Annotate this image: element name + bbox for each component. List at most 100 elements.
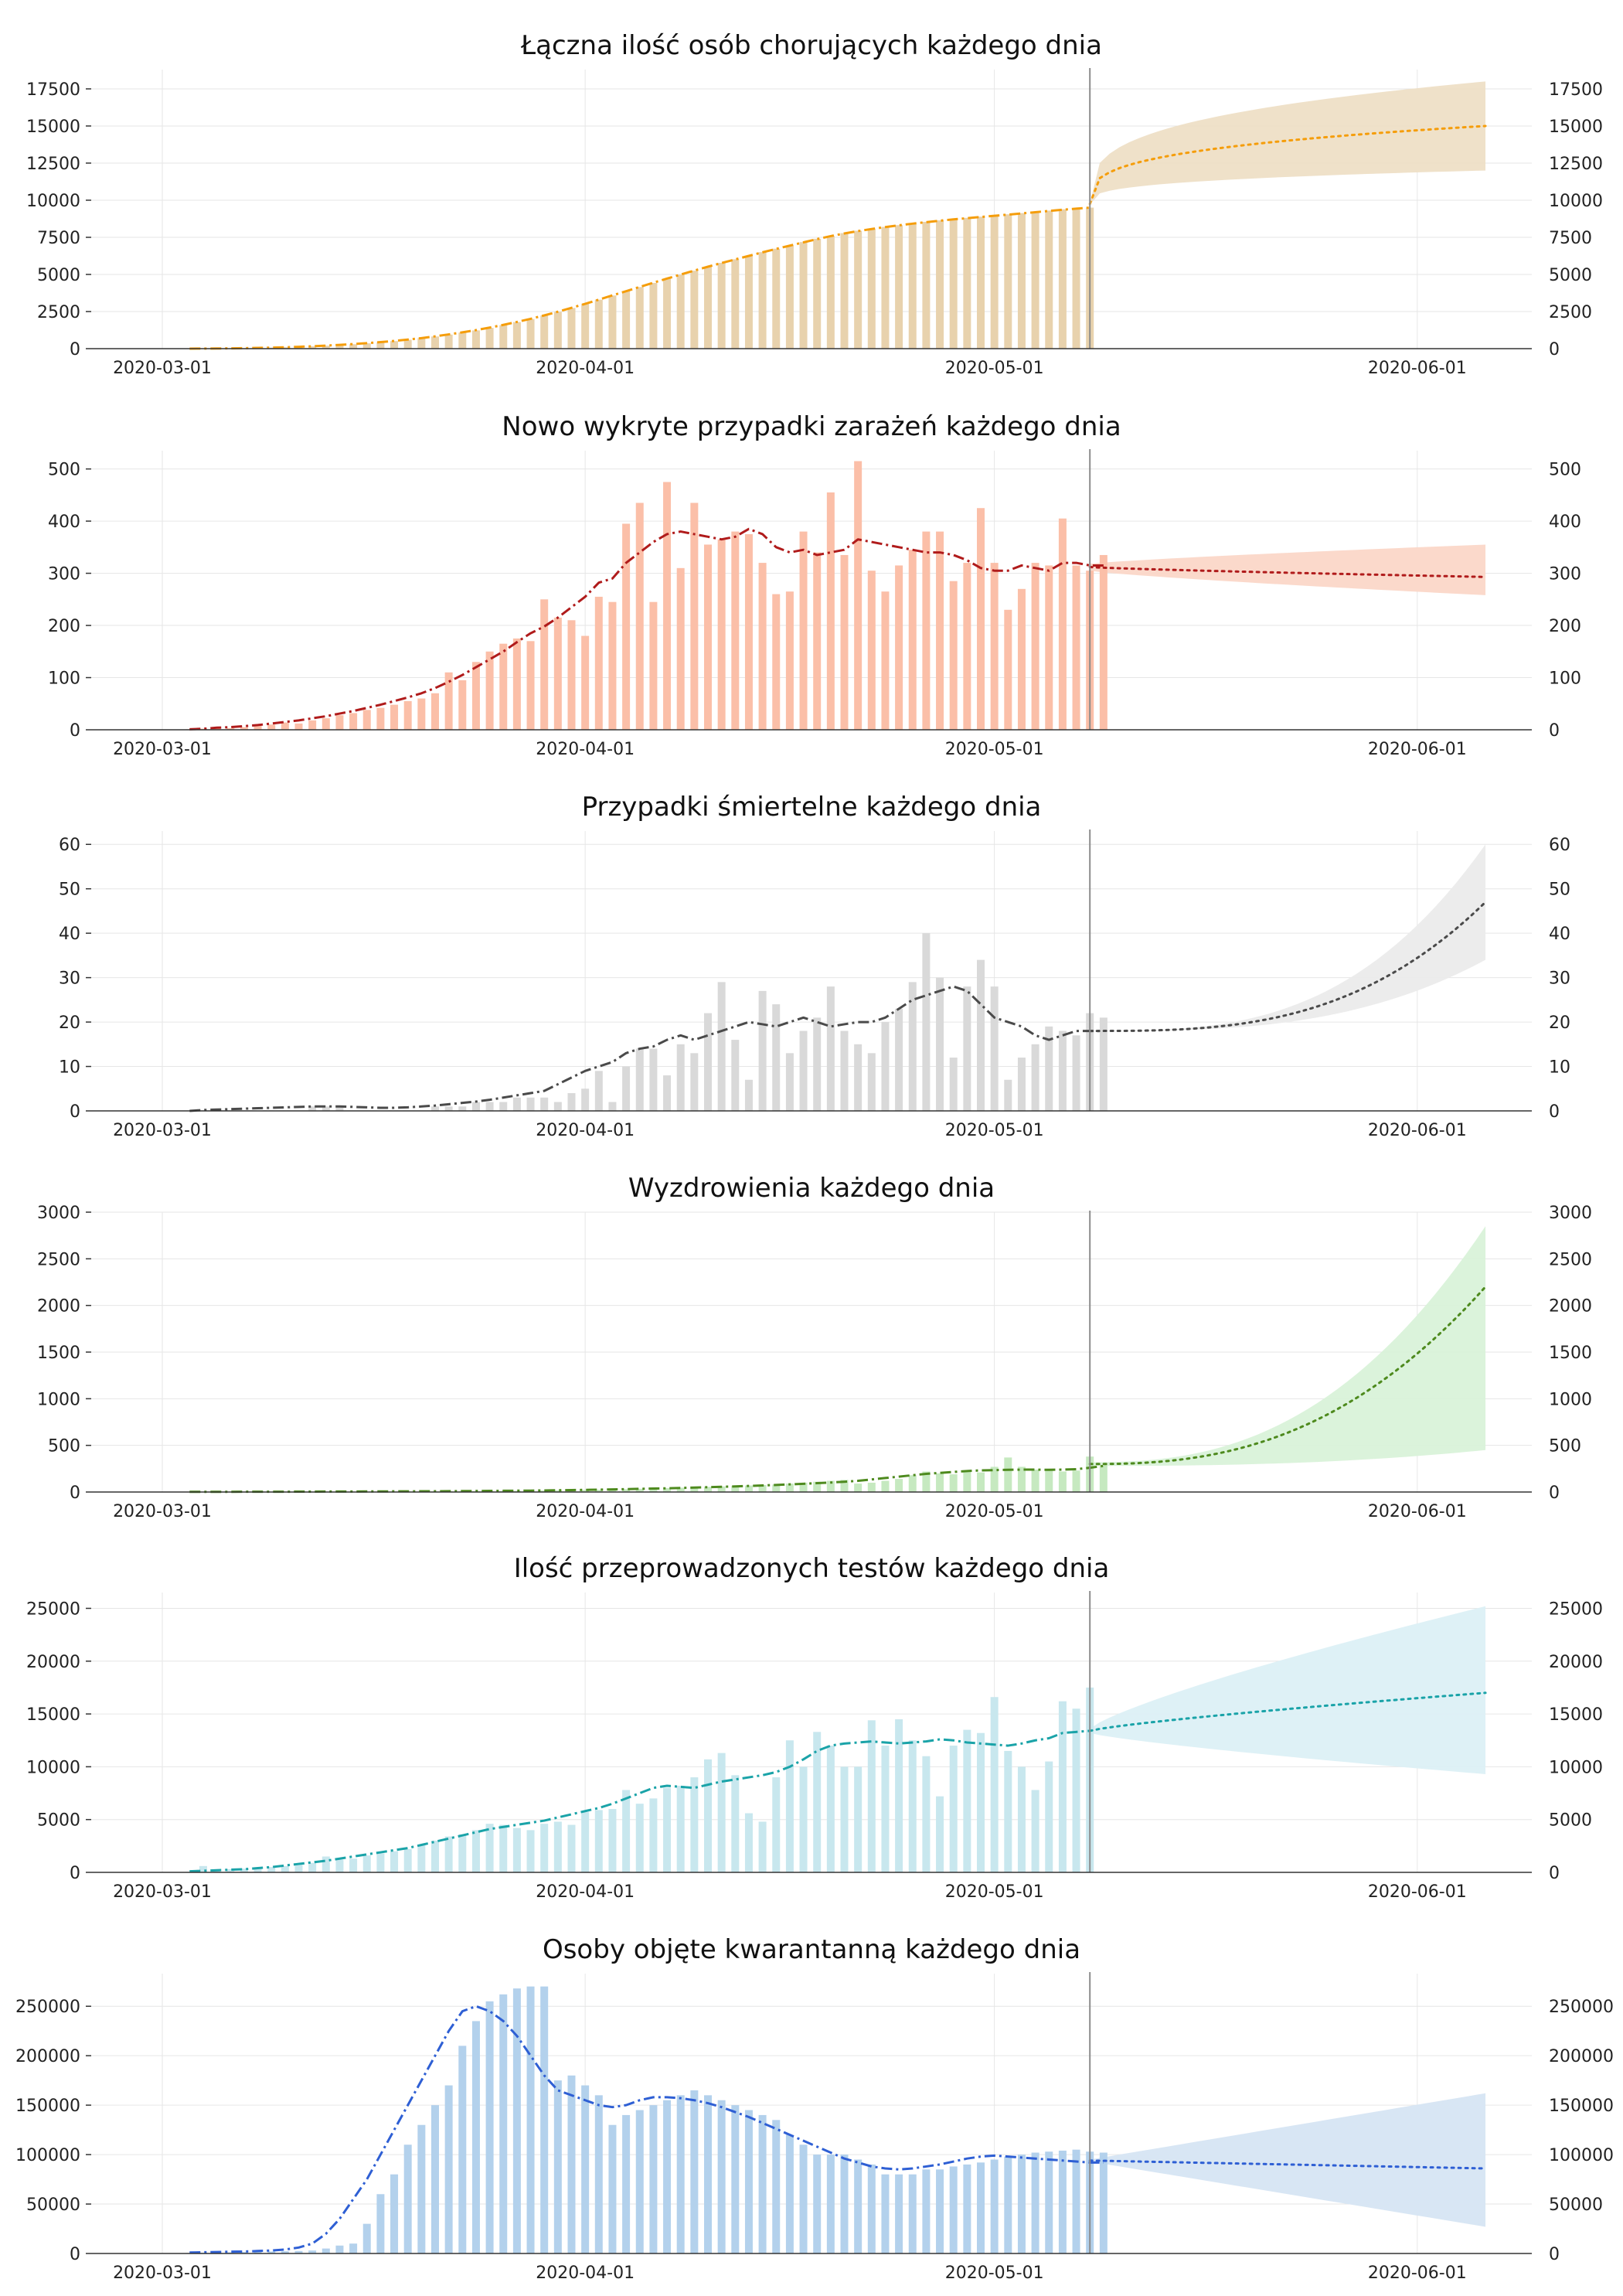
- bar: [731, 1775, 740, 1872]
- bar: [895, 225, 903, 349]
- bar: [744, 533, 753, 730]
- x-tick-label: 2020-04-01: [536, 1121, 635, 1140]
- bar: [758, 252, 767, 349]
- y-tick-label-left: 15000: [26, 118, 80, 137]
- bar: [1045, 1761, 1053, 1872]
- bar: [704, 267, 712, 349]
- bar: [294, 1864, 303, 1872]
- y-tick-label-left: 250000: [15, 1998, 80, 2017]
- bars: [185, 1986, 1108, 2253]
- bar: [322, 718, 330, 730]
- bar: [526, 1097, 535, 1111]
- bar: [1017, 1058, 1026, 1111]
- bar: [622, 523, 631, 730]
- x-tick-label: 2020-04-01: [536, 1502, 635, 1521]
- y-tick-label-left: 25000: [26, 1599, 80, 1619]
- bar: [1031, 1470, 1039, 1492]
- bar: [963, 2164, 971, 2253]
- bar: [867, 2164, 876, 2253]
- bar: [1058, 518, 1067, 730]
- bar: [458, 680, 467, 730]
- bar: [799, 1482, 808, 1492]
- bar: [335, 345, 344, 349]
- y-tick-label-left: 10: [59, 1058, 80, 1078]
- bar: [253, 725, 262, 730]
- bar: [717, 539, 726, 730]
- bar: [594, 596, 603, 730]
- bar: [417, 338, 426, 349]
- x-tick-label: 2020-06-01: [1368, 359, 1467, 378]
- bar: [717, 1486, 726, 1492]
- bar: [785, 1740, 794, 1872]
- bar: [977, 1472, 985, 1492]
- bar: [731, 1486, 740, 1492]
- bar: [581, 1088, 590, 1111]
- bar: [322, 346, 330, 349]
- bar: [390, 1851, 399, 1872]
- bar: [553, 312, 562, 349]
- bars: [185, 207, 1094, 349]
- x-tick-label: 2020-05-01: [945, 1121, 1044, 1140]
- bar: [744, 2110, 753, 2253]
- bar: [499, 1102, 508, 1111]
- x-tick-label: 2020-06-01: [1368, 2264, 1467, 2283]
- bar: [936, 531, 944, 730]
- bar: [908, 2174, 917, 2253]
- bar: [895, 1479, 903, 1492]
- x-tick-label: 2020-05-01: [945, 740, 1044, 759]
- bar: [744, 1485, 753, 1492]
- chart-title: Nowo wykryte przypadki zarażeń każdego d…: [502, 411, 1121, 442]
- y-tick-label-left: 10000: [26, 1758, 80, 1777]
- bar: [1099, 2152, 1108, 2253]
- bar: [635, 1488, 644, 1492]
- bar: [908, 1475, 917, 1492]
- bar: [608, 295, 617, 349]
- bar: [881, 591, 890, 730]
- bar: [608, 2124, 617, 2253]
- y-tick-label-right: 60: [1549, 836, 1570, 855]
- chart-title: Ilość przeprowadzonych testów każdego dn…: [514, 1553, 1110, 1584]
- x-tick-label: 2020-06-01: [1368, 1502, 1467, 1521]
- bar: [1004, 2156, 1012, 2253]
- bar: [526, 319, 535, 349]
- bar: [267, 724, 276, 730]
- y-tick-label-left: 5000: [37, 266, 80, 285]
- x-tick-label: 2020-05-01: [945, 1882, 1044, 1902]
- bar: [990, 2159, 999, 2253]
- trend-line: [189, 1729, 1091, 1873]
- bar: [990, 1467, 999, 1492]
- bar: [895, 1719, 903, 1872]
- bar: [376, 2194, 385, 2253]
- bar: [949, 1474, 958, 1492]
- bar: [949, 1746, 958, 1872]
- bar: [826, 492, 835, 730]
- bar: [1072, 1470, 1080, 1492]
- bar: [253, 1868, 262, 1872]
- y-tick-label-right: 500: [1549, 461, 1581, 480]
- bar: [813, 2155, 822, 2253]
- bar: [867, 1720, 876, 1872]
- bar: [867, 1482, 876, 1492]
- y-tick-label-left: 2500: [37, 1250, 80, 1269]
- bar: [1017, 588, 1026, 730]
- bar: [799, 2144, 808, 2253]
- y-tick-label-left: 0: [70, 721, 80, 741]
- bar: [881, 227, 890, 349]
- bar: [1004, 609, 1012, 730]
- bar: [840, 1766, 849, 1872]
- bar: [553, 1821, 562, 1872]
- chart-panel-2: Nowo wykryte przypadki zarażeń każdego d…: [48, 411, 1581, 759]
- bar: [622, 1066, 631, 1111]
- bar: [512, 1828, 521, 1872]
- bar: [949, 1058, 958, 1111]
- bar: [744, 255, 753, 349]
- y-tick-label-left: 300: [48, 565, 80, 584]
- bar: [1031, 563, 1039, 730]
- chart-panel-3: Przypadki śmiertelne każdego dnia 0 0 10 10 2…: [59, 792, 1570, 1140]
- bar: [690, 1487, 699, 1492]
- y-tick-label-left: 10000: [26, 192, 80, 211]
- bar: [553, 1490, 562, 1492]
- bar: [622, 1790, 631, 1872]
- bar: [704, 1487, 712, 1492]
